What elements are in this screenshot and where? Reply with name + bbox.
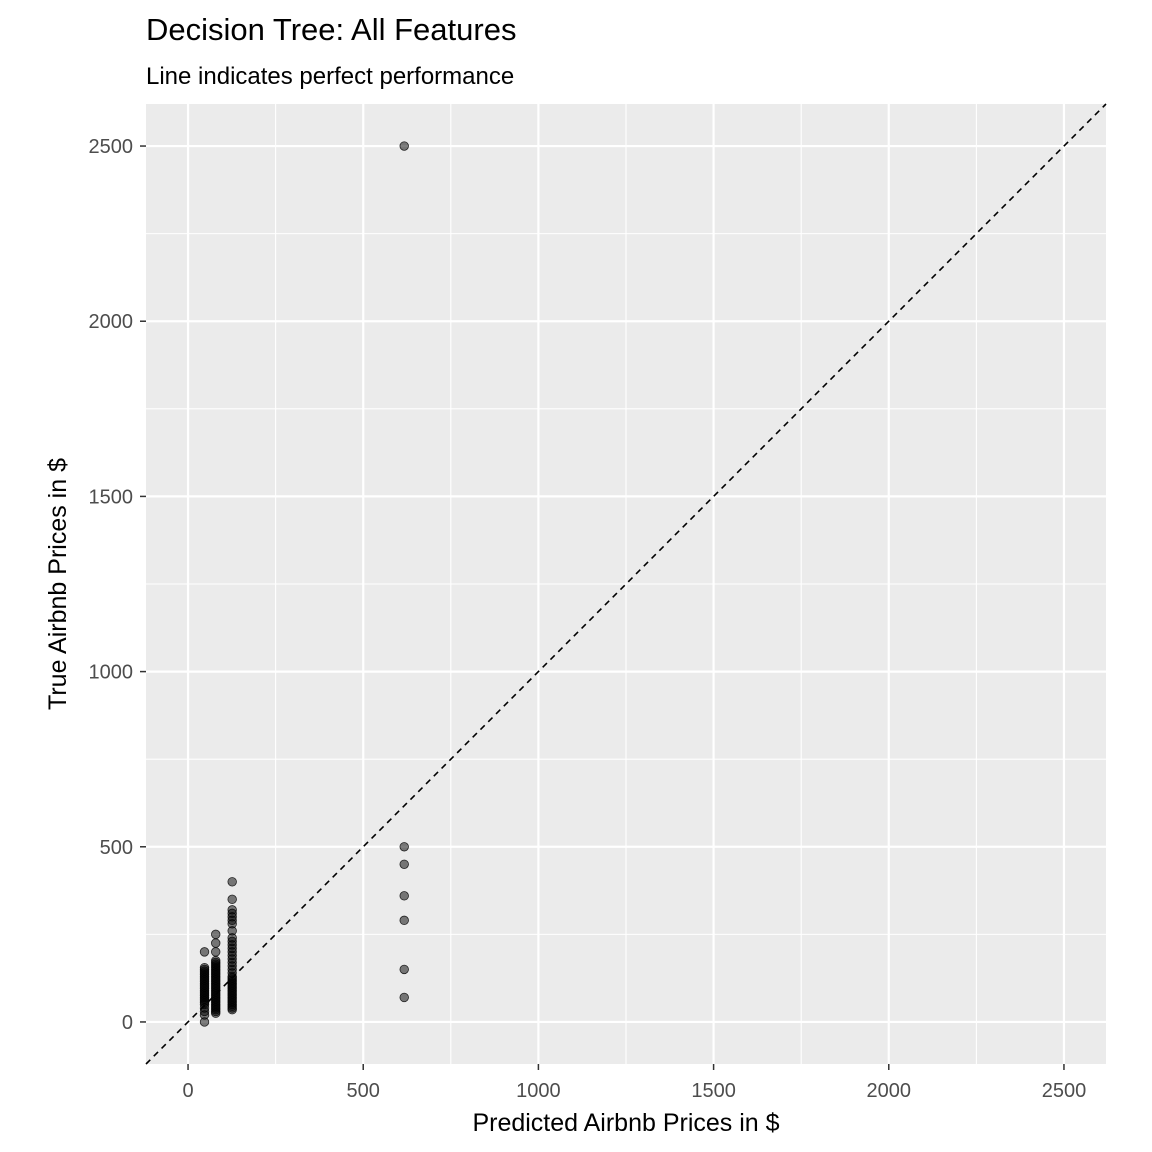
y-tick-label: 2000	[89, 311, 134, 333]
x-tick-label: 1500	[691, 1080, 736, 1102]
data-point	[227, 894, 237, 905]
data-point	[399, 859, 409, 869]
data-point	[199, 962, 210, 973]
y-tick-label: 500	[100, 837, 133, 859]
data-point	[227, 877, 237, 887]
chart-title: Decision Tree: All Features	[146, 12, 516, 47]
x-tick-label: 500	[347, 1080, 380, 1102]
x-axis-title: Predicted Airbnb Prices in $	[472, 1109, 779, 1137]
y-tick-label: 2500	[89, 136, 134, 158]
x-axis: 0 500 1000 1500 2000 2500	[182, 1064, 1086, 1102]
data-point	[399, 992, 409, 1003]
y-axis-title: True Airbnb Prices in $	[44, 458, 72, 710]
x-tick-label: 2000	[867, 1080, 912, 1102]
x-tick-label: 2500	[1042, 1080, 1087, 1102]
data-point	[211, 929, 221, 940]
data-point	[399, 915, 409, 926]
data-point	[199, 947, 210, 957]
data-point	[227, 905, 237, 915]
y-tick-label: 1500	[89, 486, 134, 508]
chart-subtitle: Line indicates perfect performance	[146, 63, 514, 90]
y-tick-label: 0	[122, 1012, 133, 1034]
x-tick-label: 1000	[516, 1080, 561, 1102]
y-axis: 0 500 1000 1500 2000 2500	[89, 136, 146, 1034]
data-points	[199, 141, 409, 1027]
data-point	[399, 891, 409, 901]
data-point	[211, 947, 221, 957]
major-gridlines	[146, 104, 1106, 1064]
data-point	[211, 938, 221, 948]
data-point	[399, 141, 409, 151]
data-point	[211, 955, 221, 966]
data-point	[399, 842, 409, 852]
data-point	[399, 964, 409, 975]
minor-gridlines	[146, 104, 1106, 1064]
y-tick-label: 1000	[89, 662, 134, 684]
x-tick-label: 0	[182, 1080, 193, 1102]
